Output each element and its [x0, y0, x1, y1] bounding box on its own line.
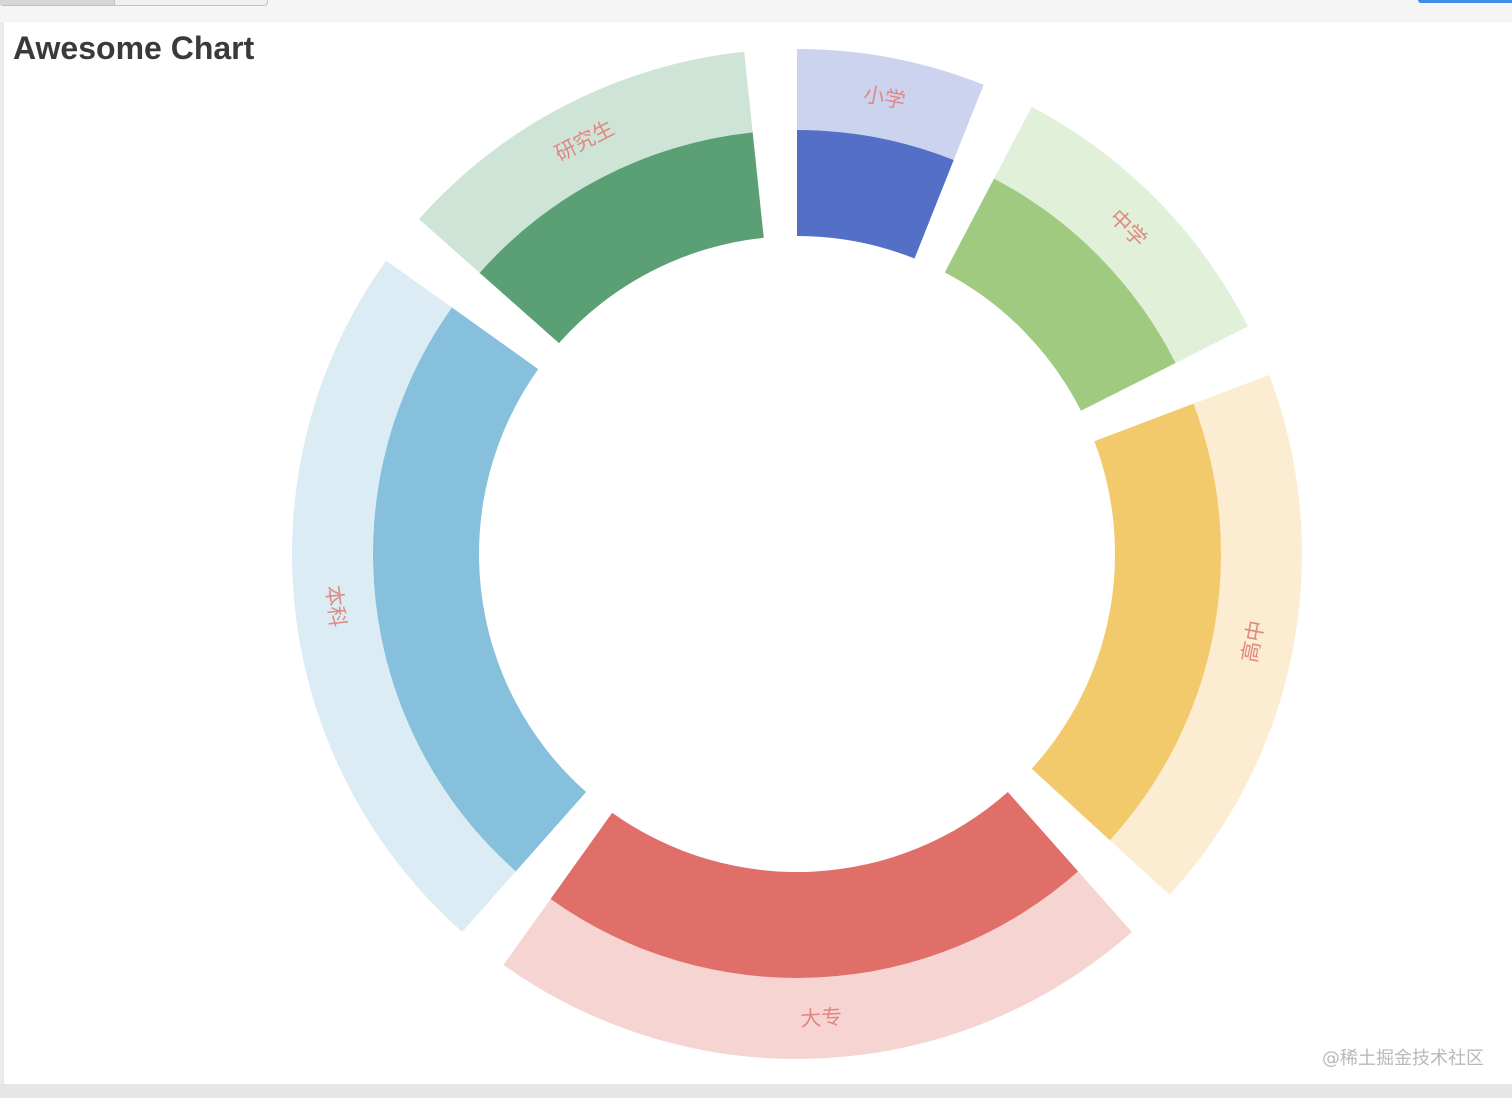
outer-slice-4[interactable]	[291, 260, 516, 933]
outer-ring	[291, 49, 1302, 1060]
browser-top-strip	[0, 0, 1512, 22]
bottom-strip	[0, 1084, 1512, 1098]
inner-slice-2[interactable]	[1031, 403, 1222, 841]
inner-slice-5[interactable]	[479, 132, 764, 344]
inner-slice-3[interactable]	[550, 792, 1079, 978]
top-tab[interactable]	[115, 0, 268, 6]
inner-slice-0[interactable]	[797, 130, 954, 259]
top-accent-button[interactable]	[1418, 0, 1512, 3]
slice-label-4: 本科	[321, 584, 350, 628]
outer-slice-1[interactable]	[994, 106, 1248, 364]
slice-label-3: 大专	[800, 1005, 843, 1031]
inner-slice-1[interactable]	[944, 178, 1176, 411]
chart-title: Awesome Chart	[13, 30, 255, 66]
inner-slice-4[interactable]	[373, 307, 587, 872]
inner-ring	[373, 130, 1222, 978]
outer-slice-2[interactable]	[1109, 374, 1302, 895]
top-tab[interactable]	[0, 0, 115, 6]
chart-panel: 小学 中学 高中 大专 本科 研究生 Awesome Chart @稀土掘金技术社区	[4, 22, 1512, 1084]
outer-slice-3[interactable]	[503, 871, 1132, 1060]
outer-slice-0[interactable]	[797, 49, 984, 161]
outer-slice-5[interactable]	[419, 51, 753, 273]
watermark: @稀土掘金技术社区	[1322, 1048, 1484, 1069]
